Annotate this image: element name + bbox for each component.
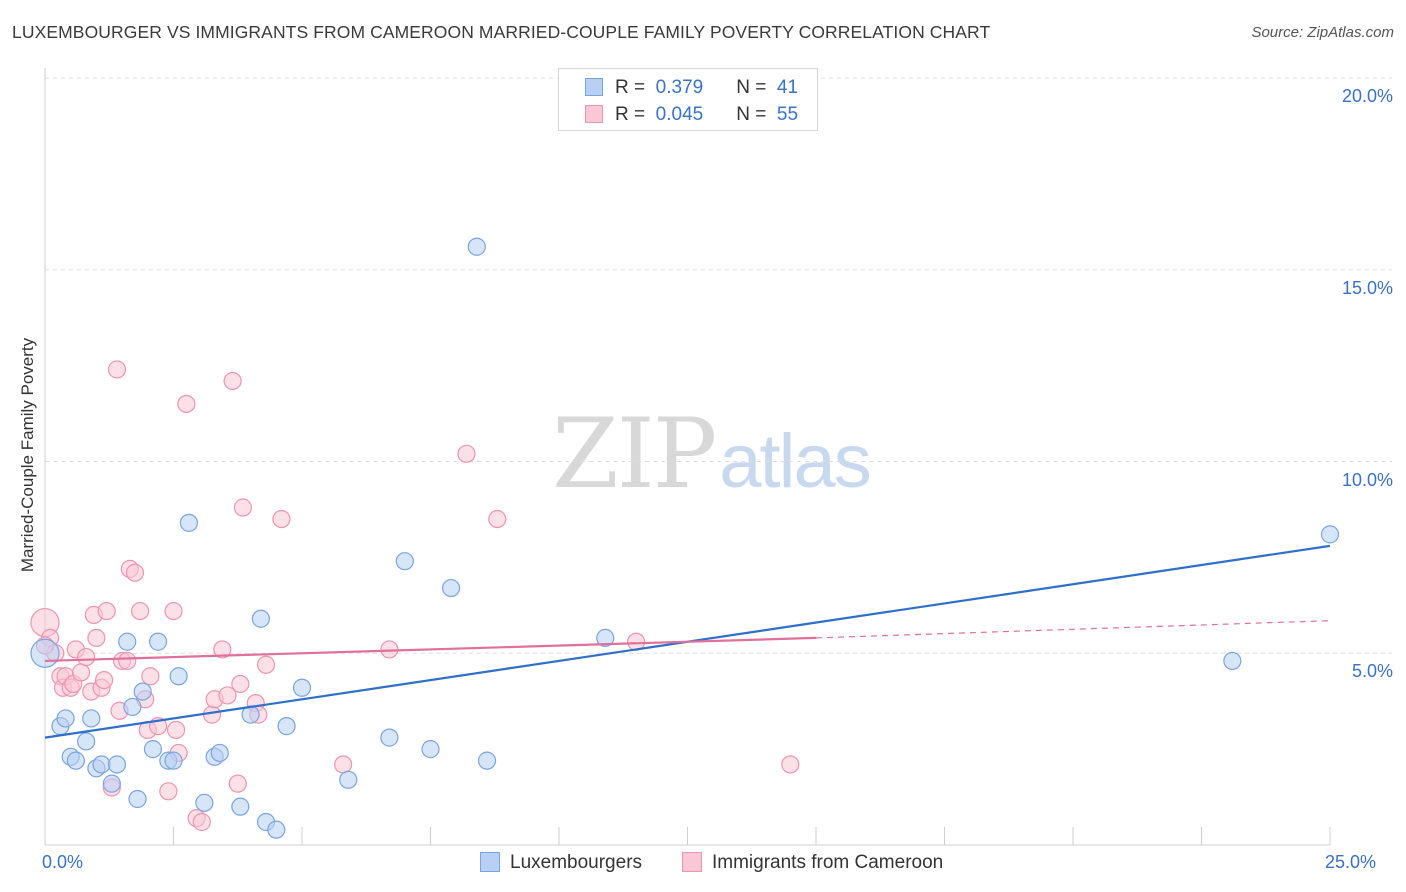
- lux-point: [56, 709, 75, 728]
- lux-point: [30, 638, 60, 668]
- lux-point: [210, 743, 229, 763]
- series-luxembourgers-points: [30, 237, 1340, 839]
- lux-point: [133, 682, 152, 701]
- trend-lines: [44, 544, 1331, 739]
- cameroon-point: [457, 444, 476, 463]
- legend-r-label: R =: [615, 104, 646, 125]
- y-tick-label: 15.0%: [1341, 277, 1393, 298]
- bottom-legend-label: Immigrants from Cameroon: [712, 852, 944, 873]
- lux-point: [277, 717, 296, 736]
- bottom-legend-luxembourgers: Luxembourgers: [480, 852, 642, 874]
- legend-n-label: N =: [736, 77, 767, 98]
- y-tick-label: 5.0%: [1351, 661, 1393, 682]
- cameroon-point: [141, 667, 160, 686]
- lux-point: [66, 751, 85, 770]
- legend-swatch-pink: [585, 105, 603, 123]
- lux-point: [596, 628, 615, 648]
- lux-point: [477, 751, 497, 770]
- lux-point: [231, 797, 250, 816]
- lux-point: [107, 755, 127, 774]
- lux-point: [143, 740, 163, 759]
- x-tick-label-min: 0.0%: [42, 852, 84, 872]
- lux-point: [77, 732, 96, 751]
- lux-point: [164, 751, 183, 770]
- lux-point: [148, 632, 168, 651]
- series-cameroon-points: [30, 360, 800, 832]
- bottom-legend-cameroon: Immigrants from Cameroon: [682, 852, 943, 874]
- legend-r-value: 0.379: [655, 77, 704, 98]
- cameroon-point: [213, 640, 232, 659]
- correlation-legend: R = 0.379 N = 41 R = 0.045 N = 55: [558, 68, 818, 131]
- lux-point: [1320, 525, 1340, 544]
- bottom-legend-swatch-pink: [682, 852, 702, 872]
- cameroon-point: [95, 670, 114, 690]
- cameroon-point: [166, 720, 186, 740]
- lux-point: [128, 789, 147, 809]
- watermark-zip: ZIP: [552, 398, 717, 510]
- cameroon-point: [192, 812, 211, 832]
- lux-point: [380, 728, 399, 747]
- cameroon-point: [223, 371, 242, 391]
- cameroon-point: [781, 755, 800, 774]
- lux-point: [118, 632, 137, 651]
- lux-point: [169, 667, 188, 686]
- legend-r-label: R =: [615, 77, 646, 98]
- lux-point: [179, 513, 199, 532]
- lux-point: [292, 678, 312, 697]
- x-tick-label-max: 25.0%: [1325, 852, 1377, 872]
- cameroon-point: [97, 601, 116, 621]
- lux-point: [102, 774, 121, 793]
- trend-line-cameroon: [44, 636, 817, 663]
- legend-n-value: 41: [776, 77, 799, 98]
- lux-point: [267, 820, 286, 839]
- bottom-legend-label: Luxembourgers: [510, 852, 643, 873]
- chart-title: LUXEMBOURGER VS IMMIGRANTS FROM CAMEROON…: [12, 22, 991, 42]
- cameroon-point: [77, 647, 96, 667]
- lux-point: [251, 609, 270, 628]
- y-tick-label: 20.0%: [1341, 86, 1393, 106]
- lux-point: [421, 740, 440, 759]
- cameroon-point: [272, 509, 291, 529]
- legend-n-value: 55: [776, 104, 799, 125]
- lux-point: [123, 697, 142, 717]
- cameroon-point: [488, 509, 507, 529]
- cameroon-point: [107, 360, 127, 379]
- cameroon-point: [130, 601, 150, 621]
- cameroon-point: [233, 498, 252, 517]
- source-credit: Source: ZipAtlas.com: [1251, 24, 1394, 41]
- legend-row-luxembourgers: R = 0.379 N = 41: [585, 77, 798, 99]
- cameroon-point: [87, 628, 106, 648]
- cameroon-point: [334, 755, 353, 774]
- lux-point: [1223, 651, 1242, 671]
- cameroon-point: [71, 663, 91, 682]
- legend-swatch-blue: [585, 78, 603, 96]
- cameroon-point: [177, 394, 196, 414]
- lux-point: [195, 793, 214, 812]
- cameroon-point: [228, 774, 247, 793]
- y-tick-label: 10.0%: [1341, 469, 1393, 490]
- lux-point: [395, 552, 414, 571]
- y-axis-label: Married-Couple Family Poverty: [18, 337, 37, 573]
- cameroon-point: [159, 782, 178, 801]
- lux-point: [339, 770, 358, 789]
- bottom-legend-swatch-blue: [480, 852, 500, 872]
- trend-line-cameroon-extension: [815, 620, 1331, 639]
- cameroon-point: [164, 601, 183, 621]
- cameroon-point: [118, 651, 137, 671]
- lux-point: [82, 709, 101, 728]
- lux-point: [92, 755, 111, 774]
- axes: [44, 68, 1331, 846]
- lux-point: [467, 237, 486, 256]
- legend-row-cameroon: R = 0.045 N = 55: [585, 104, 798, 126]
- cameroon-point: [231, 674, 250, 694]
- legend-r-value: 0.045: [655, 104, 704, 125]
- cameroon-point: [218, 686, 237, 705]
- cameroon-point: [125, 563, 145, 582]
- cameroon-point: [256, 655, 276, 674]
- lux-point: [441, 578, 461, 598]
- legend-n-label: N =: [736, 104, 767, 125]
